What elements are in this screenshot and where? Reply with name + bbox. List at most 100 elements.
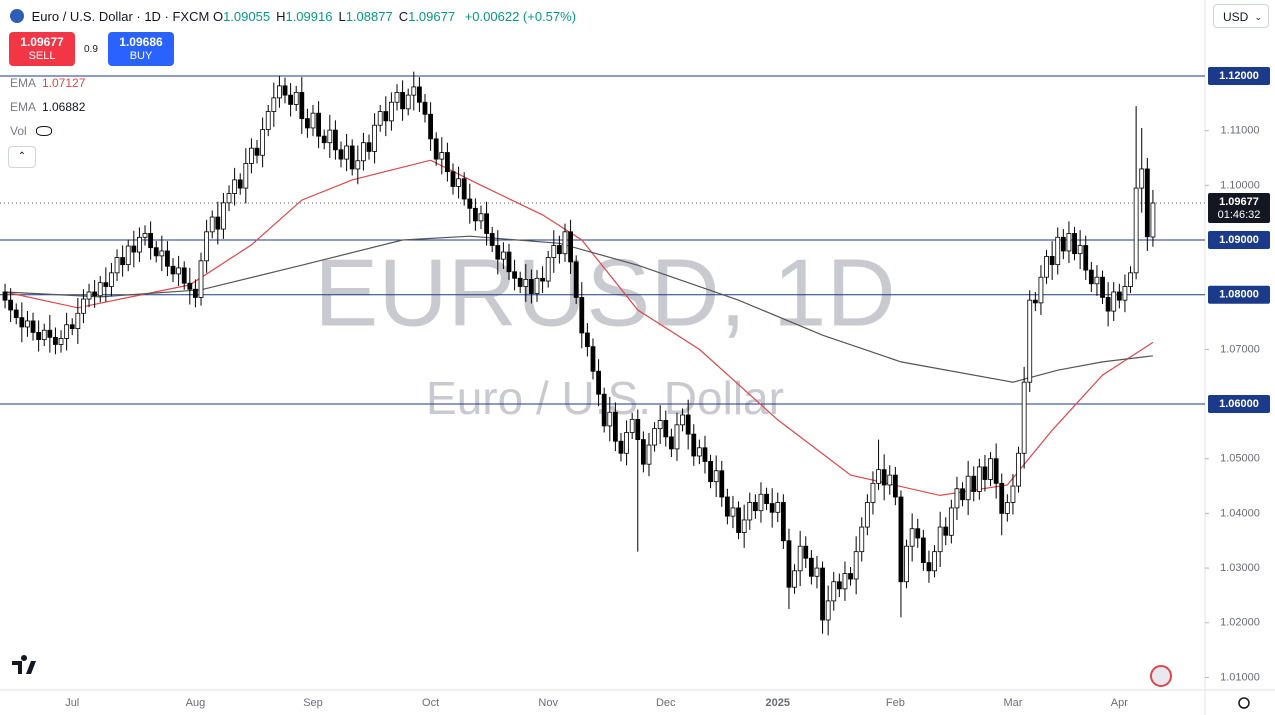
candle-body (1004, 502, 1010, 514)
candle-body (372, 124, 378, 152)
candle-body (103, 282, 109, 287)
legend-value: 1.06882 (42, 100, 86, 114)
candle-body (713, 470, 719, 483)
legend-name: EMA (10, 100, 37, 114)
candle-body (702, 447, 708, 462)
candle-body (562, 231, 568, 255)
ohlc-value: 1.08877 (345, 9, 393, 24)
symbol-name[interactable]: Euro / U.S. Dollar · 1D · FXCM (31, 9, 210, 24)
candle-body (411, 86, 417, 96)
level-label-box (1208, 66, 1270, 85)
candle-body (1100, 276, 1105, 298)
candle-body (607, 411, 613, 427)
candle-body (444, 152, 450, 173)
candle-body (596, 370, 601, 395)
candle-body (58, 338, 64, 345)
candle-body (461, 178, 467, 200)
candle-body (506, 251, 512, 273)
candle-body (53, 336, 58, 345)
candle-body (920, 537, 926, 564)
symbol-header: Euro / U.S. Dollar · 1D · FXCM O1.09055 H… (10, 9, 582, 24)
level-label: 1.12000 (1219, 70, 1259, 82)
ema-line (4, 235, 1153, 383)
buy-button[interactable]: 1.09686 BUY (108, 32, 174, 66)
candle-body (534, 277, 540, 295)
candle-body (1150, 202, 1156, 238)
ema-legend: EMA 1.07127 (10, 76, 85, 90)
candle-body (943, 526, 949, 536)
candle-body (915, 528, 921, 539)
x-tick-label: Aug (186, 697, 206, 709)
candle-body (215, 216, 221, 230)
ohlc-key: O (212, 9, 224, 24)
candle-body (601, 393, 607, 427)
candle-body (92, 291, 98, 297)
candle-body (680, 414, 685, 426)
candle-body (909, 528, 915, 547)
candle-body (635, 418, 641, 440)
candle-body (344, 145, 350, 160)
candle-body (433, 138, 439, 160)
candle-body (870, 482, 876, 503)
visibility-icon[interactable] (36, 126, 53, 136)
price-change: +0.00622 (+0.57%) (464, 9, 577, 24)
ohlc-key: L (338, 9, 346, 24)
candle-body (696, 447, 702, 457)
spread: 0.9 (84, 44, 98, 55)
candle-body (584, 332, 590, 348)
candle-body (568, 231, 573, 263)
candle-body (137, 236, 142, 253)
y-tick-label: 1.10000 (1220, 179, 1260, 191)
ema-legend: EMA 1.06882 (10, 100, 85, 114)
candle-body (422, 101, 428, 115)
candle-body (982, 466, 988, 480)
candle-body (646, 444, 652, 465)
candle-body (338, 149, 344, 160)
candle-body (668, 436, 674, 450)
candle-body (237, 179, 243, 189)
candle-body (876, 469, 881, 484)
candle-body (612, 411, 618, 442)
currency-select[interactable]: USD ⌄ (1213, 4, 1269, 28)
candle-body (1083, 245, 1089, 271)
candle-body (579, 297, 585, 334)
candle-body (999, 482, 1005, 514)
candle-body (663, 420, 669, 438)
candle-body (590, 346, 596, 372)
candle-body (377, 111, 383, 126)
sell-button[interactable]: 1.09677 SELL (9, 32, 75, 66)
candle-body (724, 496, 730, 517)
candle-body (640, 439, 646, 465)
candle-body (277, 85, 282, 99)
candle-body (758, 493, 764, 512)
ohlc-value: 1.09677 (408, 9, 456, 24)
candle-body (153, 247, 159, 257)
last-price-box (1208, 193, 1270, 224)
candle-body (187, 282, 193, 290)
candle-body (853, 551, 859, 580)
ohlc-key: C (398, 9, 409, 24)
candle-body (120, 257, 126, 266)
level-label-box (1208, 395, 1270, 414)
candle-body (556, 245, 562, 255)
candle-body (355, 160, 361, 170)
ohlc-key: H (276, 9, 286, 24)
collapse-button[interactable]: ⌃ (8, 146, 36, 168)
candle-body (75, 312, 81, 329)
x-tick-label: Dec (656, 697, 676, 709)
settings-icon (1238, 697, 1250, 709)
level-label: 1.09000 (1219, 234, 1259, 246)
candle-body (193, 288, 198, 298)
candle-body (674, 424, 680, 450)
ema-line (4, 159, 1154, 497)
candle-body (775, 502, 781, 513)
candle-body (81, 298, 86, 314)
candle-body (769, 503, 775, 513)
candle-body (1027, 299, 1033, 383)
y-tick-label: 1.05000 (1220, 453, 1260, 465)
buy-label: BUY (129, 50, 153, 62)
candle-body (892, 474, 898, 498)
candle-body (97, 282, 103, 297)
